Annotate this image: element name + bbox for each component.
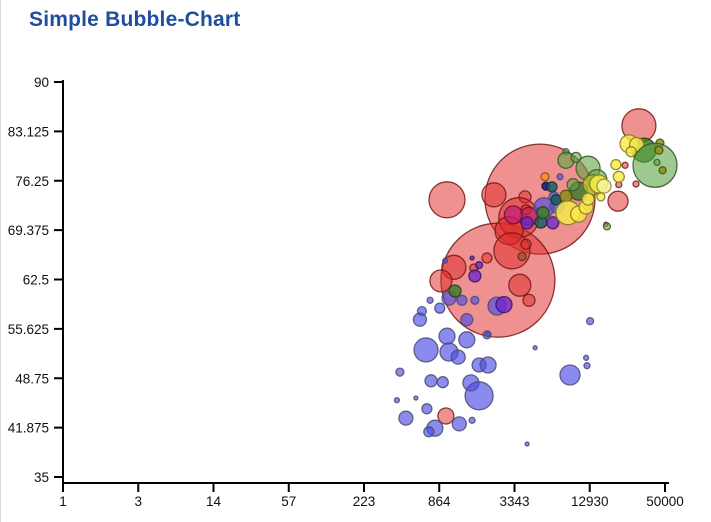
bubble[interactable] — [566, 178, 580, 192]
y-tick-label: 35 — [34, 470, 49, 485]
bubble[interactable] — [423, 426, 435, 438]
bubble[interactable] — [464, 381, 494, 411]
bubble[interactable] — [437, 407, 455, 425]
bubble[interactable] — [413, 395, 419, 401]
bubble[interactable] — [468, 416, 476, 424]
y-tick-label: 76.25 — [15, 174, 49, 189]
bubble[interactable] — [395, 367, 405, 377]
bubble[interactable] — [596, 192, 606, 202]
bubble[interactable] — [610, 158, 622, 171]
bubble[interactable] — [532, 345, 538, 351]
bubble[interactable] — [540, 172, 550, 182]
x-tick-label: 1 — [59, 494, 67, 509]
bubble[interactable] — [429, 269, 453, 293]
x-tick-label: 50000 — [646, 494, 684, 509]
bubble[interactable] — [632, 180, 640, 188]
bubble[interactable] — [621, 161, 629, 169]
bubble[interactable] — [559, 364, 581, 386]
bubble[interactable] — [517, 251, 527, 262]
bubble[interactable] — [612, 170, 625, 183]
bubble[interactable] — [602, 222, 612, 231]
bubble[interactable] — [481, 252, 493, 264]
y-tick-label: 48.75 — [15, 371, 49, 386]
x-tick-label: 3 — [134, 494, 142, 509]
y-tick-label: 90 — [34, 75, 49, 90]
bubble[interactable] — [556, 173, 564, 181]
bubble[interactable] — [469, 255, 475, 261]
y-tick-label: 55.625 — [8, 322, 49, 337]
bubble[interactable] — [450, 349, 466, 365]
bubble[interactable] — [398, 410, 414, 426]
bubble[interactable] — [413, 337, 439, 363]
bubble[interactable] — [524, 441, 530, 447]
chart-title: Simple Bubble-Chart — [29, 8, 241, 31]
bubble[interactable] — [460, 313, 474, 327]
y-tick-label: 69.375 — [8, 223, 49, 238]
bubble[interactable] — [428, 181, 466, 219]
x-tick-label: 223 — [353, 494, 376, 509]
bubble[interactable] — [570, 151, 582, 164]
y-tick-label: 83.125 — [8, 124, 49, 139]
x-tick-label: 3343 — [499, 494, 529, 509]
bubble[interactable] — [583, 362, 591, 370]
bubble[interactable] — [546, 216, 560, 230]
bubble[interactable] — [481, 182, 507, 208]
bubble[interactable] — [495, 295, 513, 314]
bubble[interactable] — [426, 296, 434, 304]
bubble[interactable] — [438, 327, 456, 345]
bubble[interactable] — [582, 354, 590, 361]
bubble[interactable] — [625, 146, 637, 158]
x-tick-label: 12930 — [571, 494, 609, 509]
bubble[interactable] — [536, 206, 550, 220]
bubble[interactable] — [458, 331, 476, 349]
bubble[interactable] — [470, 295, 480, 305]
bubble[interactable] — [436, 376, 449, 389]
bubble[interactable] — [607, 190, 629, 212]
bubble[interactable] — [522, 293, 536, 307]
bubble[interactable] — [596, 178, 612, 194]
bubble[interactable] — [474, 260, 484, 270]
bubble[interactable] — [503, 205, 524, 225]
bubble[interactable] — [393, 397, 401, 404]
x-tick-label: 864 — [428, 494, 451, 509]
bubble[interactable] — [451, 416, 467, 432]
bubble[interactable] — [653, 158, 661, 167]
bubble[interactable] — [441, 257, 449, 264]
x-tick-label: 57 — [281, 494, 296, 509]
bubble[interactable] — [585, 317, 595, 326]
bubble[interactable] — [412, 312, 428, 327]
bubble[interactable] — [658, 166, 667, 175]
bubble[interactable] — [508, 273, 532, 297]
bubble[interactable] — [448, 284, 462, 298]
x-tick-label: 14 — [206, 494, 222, 509]
bubble[interactable] — [520, 238, 532, 250]
bubble[interactable] — [520, 216, 534, 230]
bubble[interactable] — [493, 232, 531, 270]
bubble[interactable] — [424, 374, 438, 388]
bubble[interactable] — [546, 181, 558, 193]
bubble[interactable] — [456, 294, 468, 306]
bubble[interactable] — [468, 269, 482, 283]
y-tick-label: 62.5 — [23, 273, 49, 288]
bubble[interactable] — [581, 192, 595, 206]
bubble[interactable] — [421, 403, 433, 415]
y-tick-label: 41.875 — [8, 421, 49, 436]
bubble[interactable] — [479, 356, 497, 374]
bubble[interactable] — [434, 302, 446, 314]
bubble[interactable] — [484, 330, 492, 338]
bubble[interactable] — [654, 145, 664, 155]
